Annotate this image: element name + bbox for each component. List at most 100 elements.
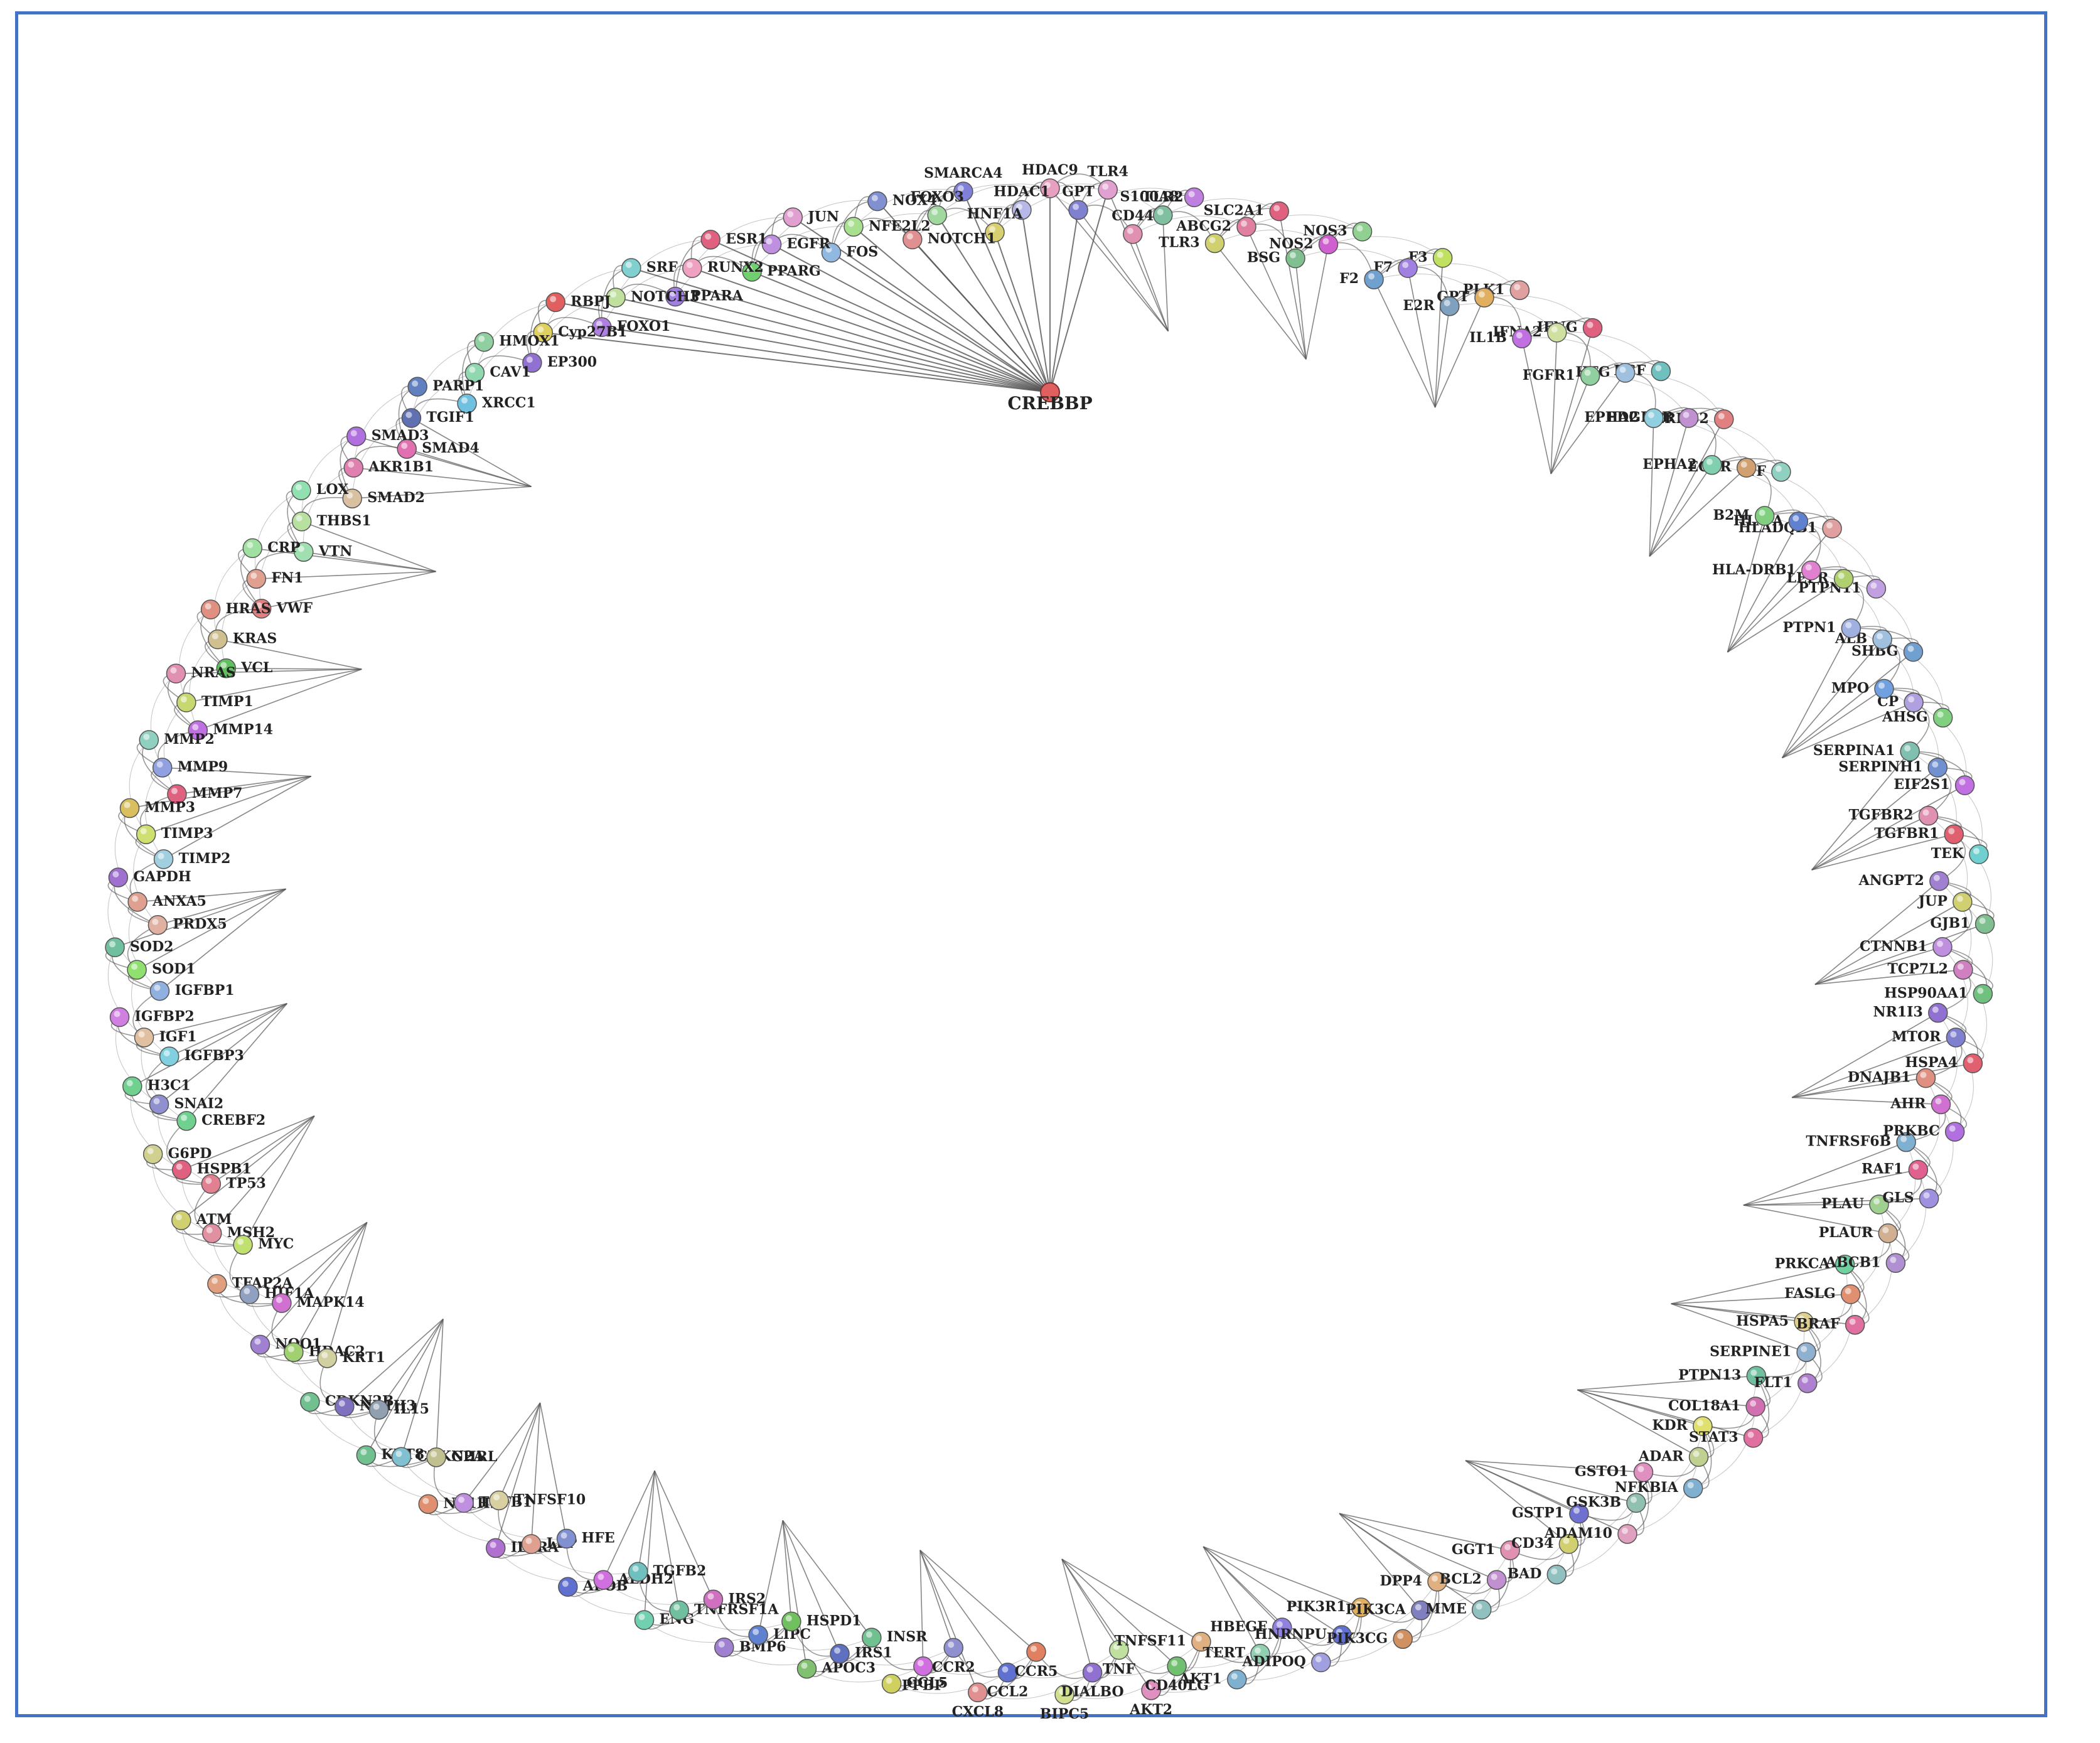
gene-node[interactable]: SERPINE1 [1710, 1342, 1816, 1363]
node-circle[interactable] [136, 824, 156, 844]
gene-node[interactable]: FLT1 [1754, 1373, 1818, 1393]
gene-node[interactable]: TGFB2 [628, 1562, 707, 1582]
gene-node[interactable]: VTN [294, 542, 353, 562]
gene-node[interactable]: IL15 [368, 1400, 429, 1420]
gene-node[interactable]: PRKCA [1775, 1254, 1855, 1275]
gene-node[interactable]: RBPJ [545, 292, 611, 313]
node-circle[interactable] [1878, 1223, 1899, 1243]
gene-node[interactable]: TGIF1 [401, 408, 474, 428]
gene-node[interactable]: PLAUR [1819, 1223, 1899, 1243]
node-circle[interactable] [1946, 1027, 1966, 1048]
gene-node[interactable]: IRS2 [703, 1589, 766, 1610]
node-circle[interactable] [317, 1348, 338, 1368]
node-circle[interactable] [335, 1397, 355, 1417]
gene-node[interactable]: BMP6 [714, 1638, 786, 1658]
gene-node[interactable]: MMP9 [152, 758, 228, 778]
node-circle[interactable] [454, 1493, 474, 1513]
gene-node[interactable]: RUNX2 [682, 258, 764, 278]
node-circle[interactable] [682, 258, 702, 278]
gene-node[interactable]: NR1I3 [1873, 1002, 1948, 1023]
gene-node[interactable]: MYC [233, 1235, 294, 1255]
gene-node[interactable]: PPARA [665, 286, 744, 307]
gene-node[interactable]: LIPC [748, 1625, 811, 1645]
gene-node[interactable]: TIMP3 [136, 824, 213, 844]
gene-node[interactable]: HSPD1 [781, 1611, 862, 1632]
node-circle[interactable] [1944, 824, 1964, 844]
gene-node[interactable]: SERPINH1 [1838, 758, 1948, 778]
node-circle[interactable] [1236, 217, 1256, 237]
gene-node[interactable]: STAT3 [1689, 1428, 1764, 1448]
gene-node[interactable]: H3C1 [122, 1076, 191, 1097]
gene-node[interactable]: KDR [1652, 1416, 1713, 1436]
gene-node[interactable]: PIK3CG [1327, 1629, 1413, 1649]
node-circle[interactable] [159, 1046, 179, 1066]
node-circle[interactable] [1788, 512, 1809, 532]
gene-node[interactable]: NOX4 [867, 191, 937, 212]
node-circle[interactable] [1745, 1397, 1765, 1417]
node-circle[interactable] [1439, 296, 1460, 316]
node-circle[interactable] [1963, 1053, 1983, 1073]
gene-node[interactable]: HSPB1 [171, 1159, 252, 1180]
node-circle[interactable] [1885, 1253, 1906, 1274]
node-circle[interactable] [242, 538, 263, 559]
gene-node[interactable]: MMP14 [188, 720, 273, 741]
gene-node[interactable]: ADAR [1638, 1447, 1709, 1467]
node-circle[interactable] [346, 426, 367, 446]
node-circle[interactable] [486, 1538, 506, 1558]
gene-node[interactable]: ADAM10 [1544, 1524, 1637, 1544]
node-circle[interactable] [201, 1174, 222, 1194]
gene-node[interactable]: TIMP2 [153, 849, 231, 869]
node-circle[interactable] [127, 960, 147, 980]
node-circle[interactable] [391, 1447, 412, 1467]
gene-node[interactable]: TNFRSF6B [1806, 1132, 1916, 1152]
node-circle[interactable] [1908, 1159, 1929, 1180]
node-circle[interactable] [1398, 258, 1418, 278]
gene-node[interactable]: VCL [216, 658, 272, 678]
gene-node[interactable]: HBEGF [1210, 1617, 1292, 1638]
gene-node[interactable]: CXCL8 [952, 1682, 1004, 1720]
node-circle[interactable] [621, 258, 641, 278]
node-circle[interactable] [1269, 201, 1289, 222]
node-circle[interactable] [1801, 560, 1821, 581]
node-circle[interactable] [913, 1656, 933, 1676]
node-circle[interactable] [1903, 641, 1924, 662]
gene-node[interactable]: TIMP1 [176, 692, 254, 712]
node-circle[interactable] [239, 1284, 260, 1304]
node-circle[interactable] [356, 1445, 377, 1466]
gene-node[interactable]: CCL2 [987, 1662, 1029, 1700]
gene-node[interactable]: FOXO1 [592, 317, 671, 337]
gene-node[interactable]: THBS1 [291, 512, 372, 532]
node-circle[interactable] [1683, 1478, 1703, 1498]
node-circle[interactable] [474, 331, 495, 352]
gene-node[interactable]: RAF1 [1862, 1159, 1929, 1180]
node-circle[interactable] [401, 408, 422, 428]
gene-node[interactable]: ABCG2 [1176, 217, 1256, 237]
gene-node[interactable]: AHSG [1882, 707, 1953, 728]
node-circle[interactable] [1973, 984, 1993, 1004]
node-circle[interactable] [246, 569, 267, 589]
node-circle[interactable] [1098, 180, 1118, 200]
node-circle[interactable] [139, 730, 159, 750]
node-circle[interactable] [1026, 1642, 1046, 1662]
gene-node[interactable]: KRT8 [356, 1445, 424, 1466]
gene-node[interactable]: IGFBP3 [159, 1046, 244, 1066]
node-circle[interactable] [1932, 707, 1953, 728]
node-circle[interactable] [1754, 506, 1775, 526]
node-circle[interactable] [1944, 1122, 1965, 1142]
gene-node[interactable]: NFE2L2 [844, 217, 931, 237]
gene-node[interactable]: FASLG [1784, 1284, 1861, 1304]
gene-node[interactable]: EGFR [761, 234, 831, 255]
gene-node[interactable]: HNRNPU [1255, 1625, 1352, 1645]
node-circle[interactable] [1953, 960, 1973, 980]
gene-node[interactable]: HFE [556, 1528, 615, 1549]
node-circle[interactable] [208, 629, 228, 650]
node-circle[interactable] [149, 1094, 169, 1115]
node-circle[interactable] [1432, 248, 1453, 268]
gene-node[interactable]: IGFBP2 [109, 1007, 195, 1027]
gene-node[interactable]: IRS1 [830, 1643, 892, 1664]
gene-node[interactable]: MPO [1831, 678, 1894, 699]
gene-node[interactable]: CD44 [1112, 208, 1154, 244]
node-circle[interactable] [862, 1628, 882, 1648]
node-circle[interactable] [1929, 871, 1949, 891]
gene-node[interactable]: KRAS [208, 629, 277, 650]
